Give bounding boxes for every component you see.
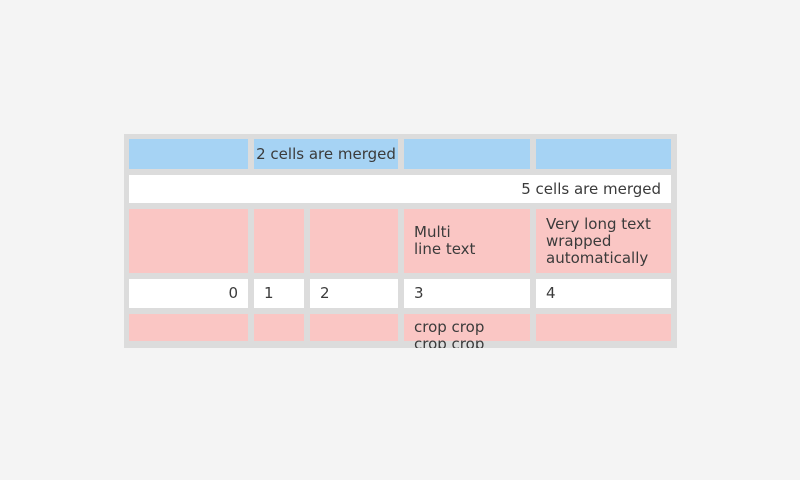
pink-cell-empty-1[interactable] xyxy=(129,209,248,273)
number-cell-0[interactable]: 0 xyxy=(129,279,248,308)
table-widget[interactable]: 2 cells are merged 5 cells are merged Mu… xyxy=(124,134,677,348)
pink-cell-empty-3[interactable] xyxy=(310,209,398,273)
cropped-text: crop crop crop crop xyxy=(414,318,485,349)
pink-cell-empty-2[interactable] xyxy=(254,209,304,273)
table-row-multiline: Multi line text Very long text wrapped a… xyxy=(129,209,672,273)
cropped-text-cell[interactable]: crop crop crop crop xyxy=(404,314,530,348)
number-cell-2[interactable]: 2 xyxy=(310,279,398,308)
header-cell-empty-4[interactable] xyxy=(404,139,530,169)
pink-cell-empty-6[interactable] xyxy=(310,314,398,341)
table-row-cropped: crop crop crop crop xyxy=(129,314,672,348)
header-cell-empty-5[interactable] xyxy=(536,139,671,169)
pink-cell-empty-5[interactable] xyxy=(254,314,304,341)
table-row-merged: 5 cells are merged xyxy=(129,175,672,203)
number-cell-3[interactable]: 3 xyxy=(404,279,530,308)
header-cell-empty-1[interactable] xyxy=(129,139,248,169)
wrapped-text-cell[interactable]: Very long text wrapped automatically xyxy=(536,209,671,273)
number-cell-1[interactable]: 1 xyxy=(254,279,304,308)
multiline-text-cell[interactable]: Multi line text xyxy=(404,209,530,273)
merged-2-cells[interactable]: 2 cells are merged xyxy=(254,139,398,169)
merged-5-cells[interactable]: 5 cells are merged xyxy=(129,175,671,203)
table-row-numbers: 0 1 2 3 4 xyxy=(129,279,672,308)
number-cell-4[interactable]: 4 xyxy=(536,279,671,308)
pink-cell-empty-7[interactable] xyxy=(536,314,671,341)
pink-cell-empty-4[interactable] xyxy=(129,314,248,341)
table-row-header: 2 cells are merged xyxy=(129,139,672,169)
